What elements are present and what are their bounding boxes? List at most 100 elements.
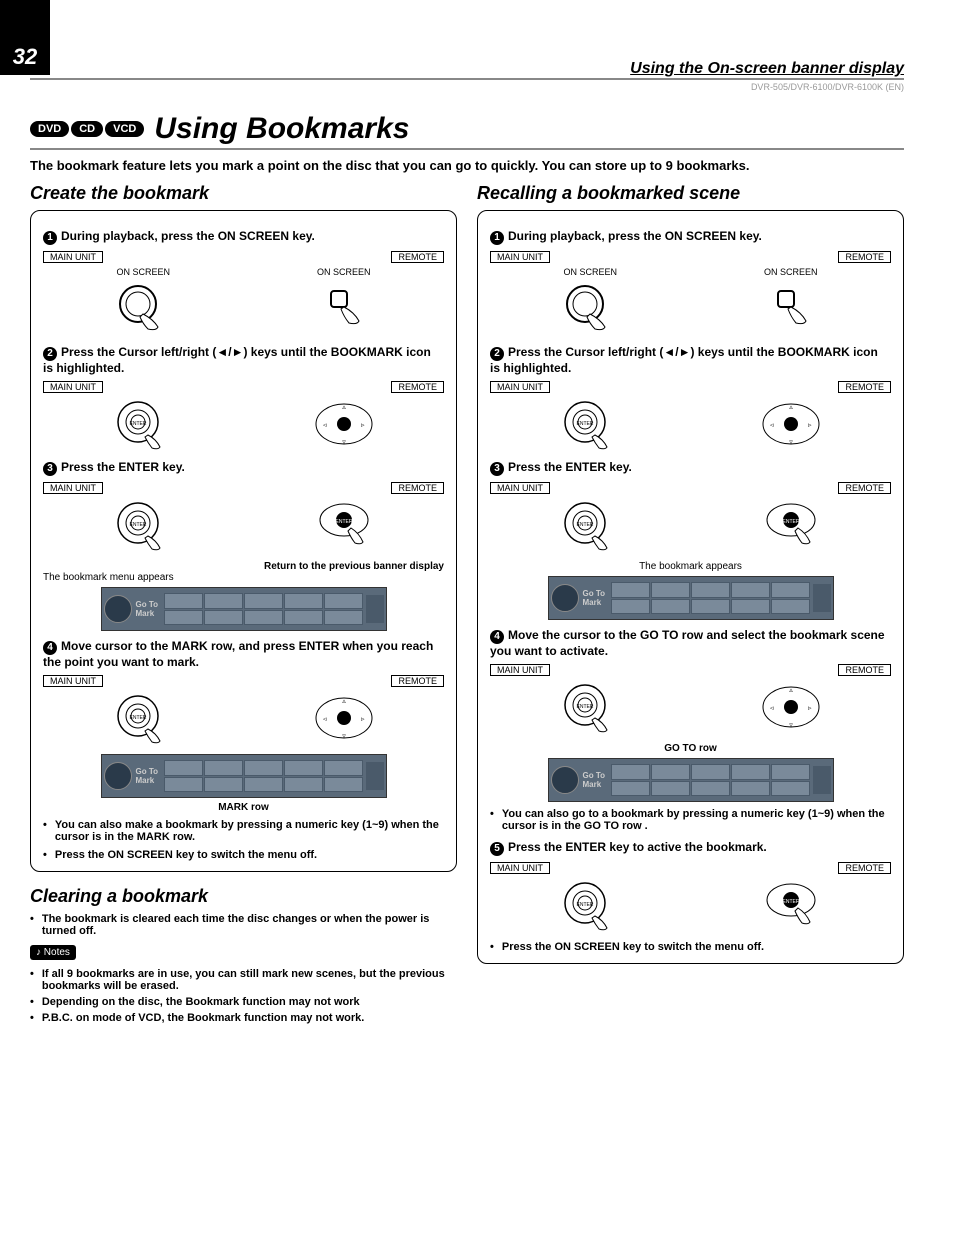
main-unit-label: MAIN UNIT: [43, 381, 103, 393]
goto-label: Go To: [583, 771, 606, 780]
svg-text:ENTER: ENTER: [782, 899, 799, 905]
dial-icon: ENTER: [108, 498, 178, 553]
main-unit-label: MAIN UNIT: [490, 664, 550, 676]
remote-label: REMOTE: [391, 675, 444, 687]
create-step2-text: Press the Cursor left/right (◄/►) keys u…: [43, 345, 431, 375]
bookmark-icon: [104, 595, 132, 623]
recall-step2-text: Press the Cursor left/right (◄/►) keys u…: [490, 345, 878, 375]
recall-step3: 3Press the ENTER key.: [490, 460, 891, 476]
press-icon: [555, 279, 625, 334]
recall-step1-text: During playback, press the ON SCREEN key…: [508, 229, 762, 243]
svg-text:◃: ◃: [323, 422, 327, 429]
badge-dvd: DVD: [30, 121, 69, 137]
remote-label: REMOTE: [391, 381, 444, 393]
title-row: DVD CD VCD Using Bookmarks: [30, 112, 904, 150]
mark-label: Mark: [136, 609, 159, 618]
remote-label: REMOTE: [838, 482, 891, 494]
menu-appears-caption: The bookmark menu appears: [43, 572, 444, 583]
recall-title: Recalling a bookmarked scene: [477, 183, 904, 204]
header-title: Using the On-screen banner display: [630, 60, 904, 77]
dpad-icon: ▵▿◃▹: [756, 397, 826, 452]
notes-icon: ♪ Notes: [30, 945, 76, 960]
dial-icon: ENTER: [108, 397, 178, 452]
header: Using the On-screen banner display: [30, 60, 904, 80]
goto-row-label: GO TO row: [490, 743, 891, 754]
create-step1-text: During playback, press the ON SCREEN key…: [61, 229, 315, 243]
bookmark-menu-strip: Go ToMark: [548, 576, 834, 620]
create-step4: 4Move cursor to the MARK row, and press …: [43, 639, 444, 669]
press-icon: [309, 279, 379, 334]
model-line: DVR-505/DVR-6100/DVR-6100K (EN): [30, 82, 904, 92]
recall-step1: 1During playback, press the ON SCREEN ke…: [490, 229, 891, 245]
svg-text:ENTER: ENTER: [130, 715, 147, 721]
svg-text:▿: ▿: [342, 439, 346, 446]
svg-text:▿: ▿: [789, 722, 793, 729]
return-caption: Return to the previous banner display: [43, 561, 444, 572]
create-box: 1During playback, press the ON SCREEN ke…: [30, 210, 457, 872]
disc-badges: DVD CD VCD: [30, 121, 144, 137]
svg-text:ENTER: ENTER: [130, 522, 147, 528]
svg-text:▹: ▹: [808, 422, 812, 429]
dial-icon: ENTER: [555, 397, 625, 452]
recall-step4: 4Move the cursor to the GO TO row and se…: [490, 628, 891, 658]
svg-text:▵: ▵: [789, 687, 793, 694]
main-unit-label: MAIN UNIT: [490, 251, 550, 263]
recall-step5-text: Press the ENTER key to active the bookma…: [508, 840, 767, 854]
remote-label: REMOTE: [838, 251, 891, 263]
remote-label: REMOTE: [838, 664, 891, 676]
svg-text:ENTER: ENTER: [782, 519, 799, 525]
main-unit-label: MAIN UNIT: [43, 251, 103, 263]
badge-vcd: VCD: [105, 121, 144, 137]
recall-bullet1: You can also go to a bookmark by pressin…: [490, 808, 891, 832]
main-unit-label: MAIN UNIT: [43, 675, 103, 687]
create-bullet1: You can also make a bookmark by pressing…: [43, 819, 444, 843]
mark-label: Mark: [136, 776, 159, 785]
create-step1: 1During playback, press the ON SCREEN ke…: [43, 229, 444, 245]
dpad-enter-icon: ENTER: [309, 498, 379, 553]
clearing-note3: P.B.C. on mode of VCD, the Bookmark func…: [30, 1012, 457, 1024]
recall-box: 1During playback, press the ON SCREEN ke…: [477, 210, 904, 964]
bookmark-menu-strip: Go ToMark: [101, 754, 387, 798]
svg-text:▹: ▹: [361, 716, 365, 723]
main-title: Using Bookmarks: [154, 112, 409, 146]
svg-text:◃: ◃: [323, 716, 327, 723]
svg-text:ENTER: ENTER: [335, 519, 352, 525]
svg-text:▵: ▵: [789, 404, 793, 411]
mark-label: Mark: [583, 598, 606, 607]
create-bullet2: Press the ON SCREEN key to switch the me…: [43, 849, 444, 861]
mark-label: Mark: [583, 780, 606, 789]
bookmark-icon: [551, 766, 579, 794]
dpad-icon: ▵▿◃▹: [309, 397, 379, 452]
on-screen-label: ON SCREEN: [309, 267, 379, 277]
recall-bullet2: Press the ON SCREEN key to switch the me…: [490, 941, 891, 953]
dpad-icon: ▵▿◃▹: [756, 680, 826, 735]
main-unit-label: MAIN UNIT: [490, 381, 550, 393]
svg-text:ENTER: ENTER: [130, 421, 147, 427]
main-unit-label: MAIN UNIT: [490, 482, 550, 494]
remote-label: REMOTE: [391, 482, 444, 494]
goto-label: Go To: [583, 589, 606, 598]
on-screen-label: ON SCREEN: [108, 267, 178, 277]
goto-label: Go To: [136, 600, 159, 609]
remote-label: REMOTE: [838, 381, 891, 393]
bookmark-menu-strip: Go ToMark: [101, 587, 387, 631]
menu-appears-caption: The bookmark appears: [490, 561, 891, 572]
svg-text:▿: ▿: [789, 439, 793, 446]
create-step2: 2Press the Cursor left/right (◄/►) keys …: [43, 345, 444, 375]
dial-icon: ENTER: [555, 680, 625, 735]
recall-step5: 5Press the ENTER key to active the bookm…: [490, 840, 891, 856]
recall-step3-text: Press the ENTER key.: [508, 460, 632, 474]
svg-text:ENTER: ENTER: [577, 704, 594, 710]
bookmark-menu-strip: Go ToMark: [548, 758, 834, 802]
clearing-note2: Depending on the disc, the Bookmark func…: [30, 996, 457, 1008]
bookmark-icon: [104, 762, 132, 790]
create-title: Create the bookmark: [30, 183, 457, 204]
dpad-enter-icon: ENTER: [756, 498, 826, 553]
create-step4-text: Move cursor to the MARK row, and press E…: [43, 639, 433, 669]
svg-text:ENTER: ENTER: [577, 421, 594, 427]
svg-text:◃: ◃: [770, 705, 774, 712]
press-icon: [108, 279, 178, 334]
create-step3-text: Press the ENTER key.: [61, 460, 185, 474]
clearing-title: Clearing a bookmark: [30, 886, 457, 907]
dpad-icon: ▵▿◃▹: [309, 691, 379, 746]
